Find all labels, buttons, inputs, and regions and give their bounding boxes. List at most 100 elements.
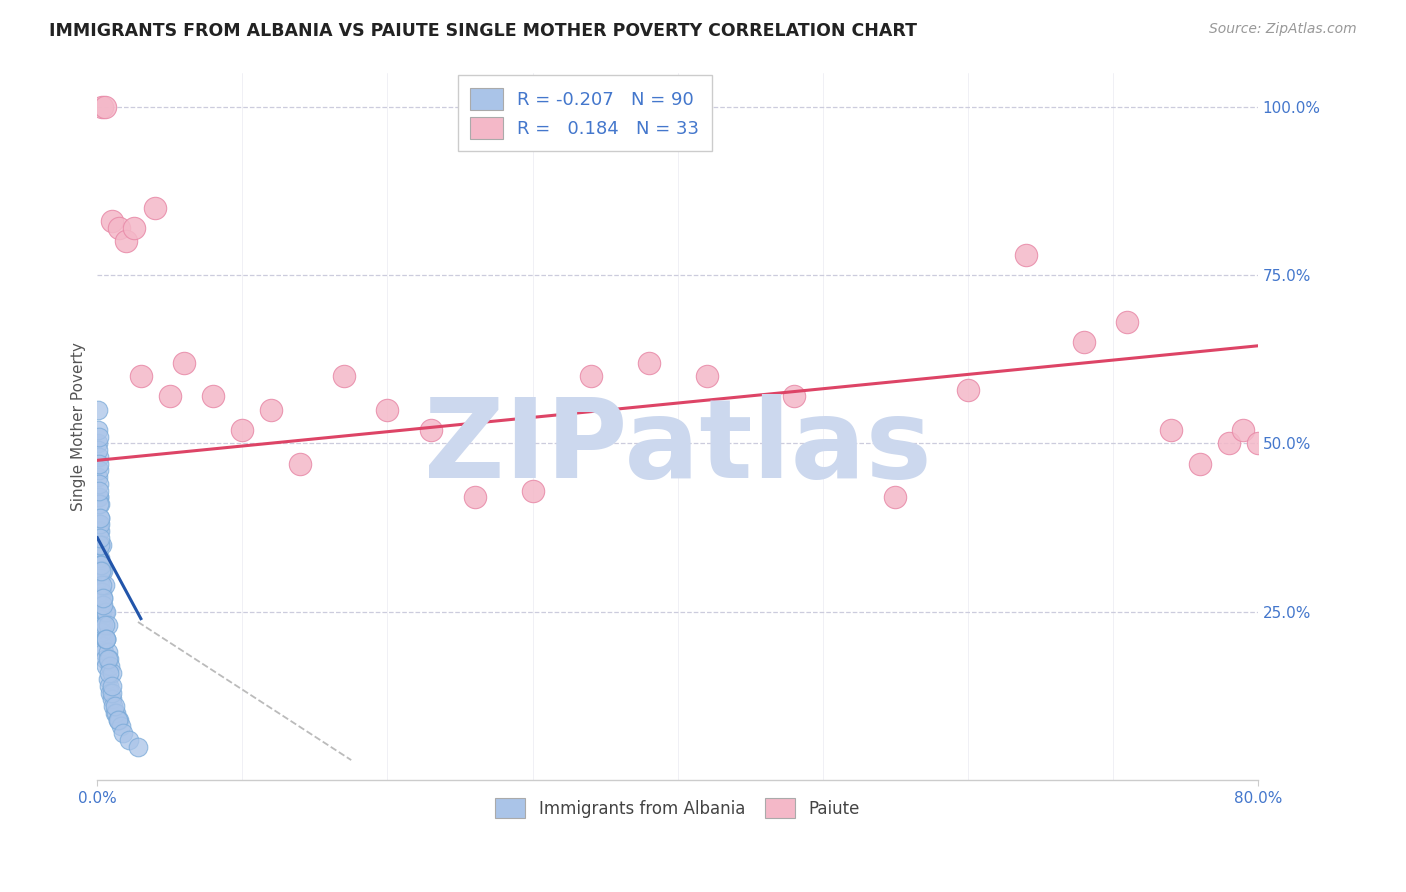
Point [260, 402, 283, 417]
Point [101, 692, 124, 706]
Point [782, 389, 804, 403]
Point [107, 713, 129, 727]
Point [1247, 436, 1270, 450]
Y-axis label: Single Mother Poverty: Single Mother Poverty [72, 343, 86, 511]
Point [579, 369, 602, 384]
Point [90, 578, 112, 592]
Point [89, 598, 111, 612]
Point [100, 658, 122, 673]
Point [90, 537, 112, 551]
Point [89, 510, 111, 524]
Point [91, 598, 114, 612]
Point [91, 565, 114, 579]
Point [90, 612, 112, 626]
Point [1073, 335, 1095, 350]
Point [91, 625, 114, 640]
Point [1232, 423, 1254, 437]
Point [90, 565, 112, 579]
Point [87, 491, 110, 505]
Point [103, 699, 125, 714]
Point [93, 645, 115, 659]
Point [1218, 436, 1240, 450]
Point [93, 578, 115, 592]
Point [87, 537, 110, 551]
Point [87, 517, 110, 532]
Point [101, 214, 124, 228]
Point [89, 497, 111, 511]
Point [110, 719, 132, 733]
Point [89, 551, 111, 566]
Point [105, 706, 128, 720]
Point [97, 679, 120, 693]
Point [87, 423, 110, 437]
Point [87, 551, 110, 566]
Point [91, 618, 114, 632]
Point [333, 369, 356, 384]
Point [89, 537, 111, 551]
Point [91, 598, 114, 612]
Point [87, 402, 110, 417]
Point [94, 658, 117, 673]
Point [956, 383, 979, 397]
Point [127, 739, 149, 754]
Point [93, 100, 115, 114]
Point [377, 402, 399, 417]
Point [101, 679, 124, 693]
Point [94, 632, 117, 646]
Point [90, 605, 112, 619]
Point [96, 618, 118, 632]
Point [96, 672, 118, 686]
Point [90, 558, 112, 572]
Point [522, 483, 544, 498]
Point [89, 524, 111, 538]
Point [90, 605, 112, 619]
Point [87, 430, 110, 444]
Point [90, 584, 112, 599]
Point [89, 510, 111, 524]
Point [107, 713, 129, 727]
Point [104, 706, 127, 720]
Point [87, 476, 110, 491]
Point [93, 652, 115, 666]
Point [87, 497, 110, 511]
Point [89, 517, 111, 532]
Point [97, 652, 120, 666]
Point [129, 369, 152, 384]
Point [89, 584, 111, 599]
Point [97, 665, 120, 680]
Point [290, 457, 312, 471]
Point [1160, 423, 1182, 437]
Point [1015, 248, 1038, 262]
Point [122, 221, 145, 235]
Point [87, 463, 110, 477]
Point [94, 605, 117, 619]
Point [89, 531, 111, 545]
Point [90, 625, 112, 640]
Point [420, 423, 443, 437]
Point [231, 423, 253, 437]
Point [90, 100, 112, 114]
Point [94, 632, 117, 646]
Point [96, 652, 118, 666]
Point [89, 483, 111, 498]
Point [1188, 457, 1211, 471]
Point [115, 235, 138, 249]
Point [145, 201, 167, 215]
Point [100, 686, 122, 700]
Point [93, 605, 115, 619]
Point [91, 591, 114, 606]
Point [91, 591, 114, 606]
Point [637, 356, 659, 370]
Point [87, 491, 110, 505]
Text: IMMIGRANTS FROM ALBANIA VS PAIUTE SINGLE MOTHER POVERTY CORRELATION CHART: IMMIGRANTS FROM ALBANIA VS PAIUTE SINGLE… [49, 22, 917, 40]
Point [87, 457, 110, 471]
Point [89, 558, 111, 572]
Point [87, 450, 110, 464]
Point [90, 591, 112, 606]
Point [90, 565, 112, 579]
Point [1116, 315, 1139, 329]
Point [108, 713, 131, 727]
Point [696, 369, 718, 384]
Point [87, 517, 110, 532]
Point [90, 565, 112, 579]
